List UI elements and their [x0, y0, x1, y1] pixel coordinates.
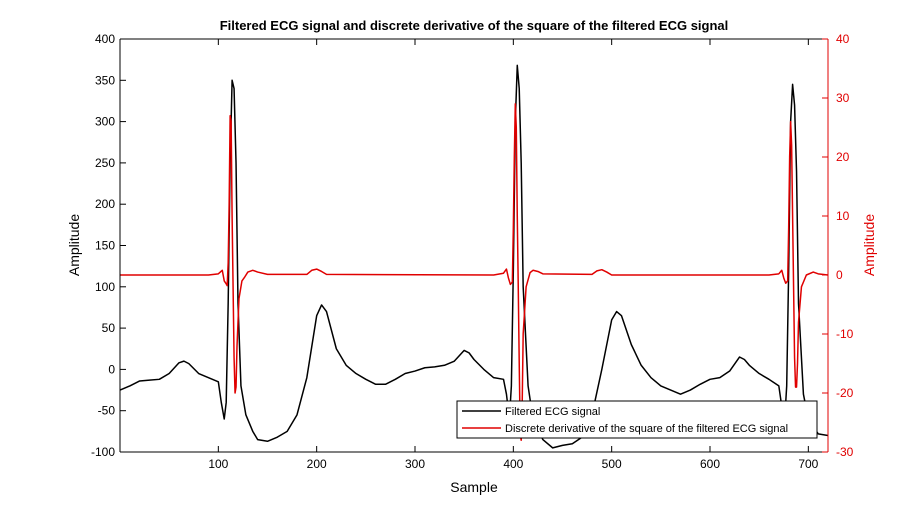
legend-box — [456, 400, 818, 439]
x-tick-label: 200 — [307, 457, 327, 471]
y-tick-label-right: -10 — [836, 327, 854, 341]
y-tick-label-right: 10 — [836, 209, 850, 223]
y-axis-label-left: Amplitude — [66, 214, 82, 276]
y-tick-label-right: 20 — [836, 150, 850, 164]
x-tick-label: 100 — [208, 457, 228, 471]
y-tick-label-left: 350 — [95, 73, 115, 87]
y-tick-label-left: 200 — [95, 197, 115, 211]
y-tick-label-left: 100 — [95, 280, 115, 294]
y-axis-label-right: Amplitude — [861, 214, 877, 276]
plot-area: 100 200 300 400 500 600 700-100-50050100150200… — [91, 32, 854, 471]
y-tick-label-left: 250 — [95, 156, 115, 170]
legend-entry-label: Filtered ECG signal — [505, 406, 600, 418]
y-tick-label-left: -50 — [98, 404, 116, 418]
legend: Filtered ECG signal Discrete derivative o… — [456, 400, 818, 439]
legend-entry-label: Discrete derivative of the square of the… — [505, 423, 788, 435]
x-tick-label: 700 — [798, 457, 818, 471]
x-axis-label: Sample — [450, 479, 498, 495]
x-tick-label: 600 — [700, 457, 720, 471]
series-line-filtered-ecg — [120, 64, 828, 449]
y-tick-label-right: 0 — [836, 268, 843, 282]
y-tick-label-right: -20 — [836, 386, 854, 400]
y-tick-label-left: 50 — [102, 321, 116, 335]
y-tick-label-left: 0 — [108, 362, 115, 376]
series-line-derivative — [120, 103, 828, 441]
y-tick-label-left: 150 — [95, 239, 115, 253]
y-tick-label-left: 400 — [95, 32, 115, 46]
chart-title: Filtered ECG signal and discrete derivat… — [220, 18, 729, 33]
x-tick-label: 300 — [405, 457, 425, 471]
y-tick-label-left: -100 — [91, 445, 115, 459]
y-tick-label-right: 30 — [836, 91, 850, 105]
series-group — [120, 64, 828, 449]
y-tick-label-left: 300 — [95, 115, 115, 129]
y-tick-label-right: -30 — [836, 445, 854, 459]
y-tick-label-right: 40 — [836, 32, 850, 46]
x-tick-label: 500 — [602, 457, 622, 471]
x-tick-label: 400 — [503, 457, 523, 471]
